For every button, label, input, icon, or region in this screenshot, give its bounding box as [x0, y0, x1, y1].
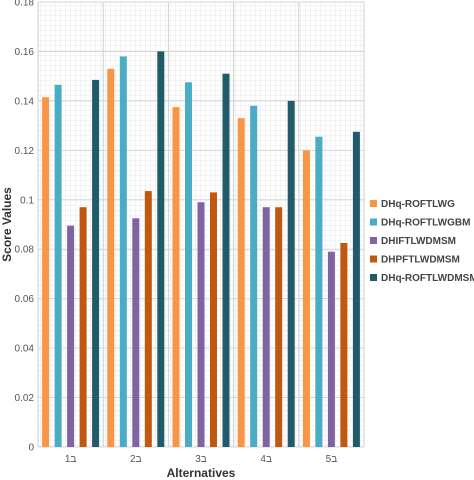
bar	[222, 73, 230, 447]
x-axis-ticks: ב1 ב2 ב3 ב4 ב5	[65, 454, 337, 465]
bar	[237, 118, 245, 447]
legend-swatch	[370, 218, 377, 226]
bar	[197, 202, 205, 447]
bar	[107, 68, 115, 448]
bars	[42, 51, 360, 448]
y-tick-label: 0.1	[20, 195, 34, 206]
x-tick-label: ב4	[260, 454, 272, 465]
bar	[185, 82, 192, 448]
legend-label: DHq-ROFTLWGBM	[381, 218, 470, 229]
bar	[42, 97, 50, 447]
x-tick-label: ב5	[326, 454, 338, 465]
bar	[250, 105, 258, 448]
y-axis-title: Score Values	[0, 187, 14, 262]
bar	[54, 84, 62, 448]
bar	[92, 79, 100, 448]
x-tick-label: ב1	[65, 454, 77, 465]
bar	[287, 100, 295, 448]
y-tick-label: 0.08	[15, 245, 35, 256]
bar	[132, 218, 140, 447]
legend: DHq-ROFTLWG DHq-ROFTLWGBM DHIFTLWDMSM DHPFT…	[370, 199, 474, 284]
legend-label: DHPFTLWDMSM	[381, 255, 460, 266]
bar	[79, 207, 87, 447]
y-tick-label: 0.04	[15, 344, 35, 355]
bar	[144, 191, 152, 447]
legend-label: DHq-ROFTLWDMSM	[381, 273, 474, 284]
legend-label: DHq-ROFTLWG	[381, 199, 455, 210]
x-tick-label: ב2	[130, 454, 142, 465]
bar	[315, 136, 323, 447]
x-tick-label: ב3	[195, 454, 207, 465]
y-tick-label: 0.18	[15, 0, 35, 9]
legend-swatch	[370, 255, 377, 263]
bar	[67, 225, 75, 447]
bar	[119, 56, 127, 448]
bar	[210, 192, 217, 447]
y-tick-label: 0	[28, 443, 34, 454]
y-tick-label: 0.06	[15, 294, 35, 305]
bar	[302, 150, 310, 448]
bar	[157, 51, 165, 448]
legend-swatch	[370, 274, 377, 281]
y-axis-ticks: 0 0.02 0.04 0.06 0.08 0.1 0.12 0.14 0.16 0.18	[15, 0, 35, 454]
bar	[262, 207, 270, 447]
y-tick-label: 0.16	[15, 47, 35, 58]
bar	[275, 207, 283, 447]
bar	[327, 251, 335, 447]
bar	[340, 243, 348, 447]
y-tick-label: 0.02	[15, 393, 35, 404]
bar	[352, 131, 360, 448]
bar	[172, 107, 180, 447]
legend-label: DHIFTLWDMSM	[381, 236, 456, 247]
y-tick-label: 0.14	[15, 96, 35, 107]
legend-swatch	[370, 200, 377, 207]
x-axis-title: Alternatives	[167, 466, 236, 480]
vertical-gridlines	[37, 2, 365, 447]
legend-swatch	[370, 237, 377, 244]
y-tick-label: 0.12	[15, 146, 35, 157]
